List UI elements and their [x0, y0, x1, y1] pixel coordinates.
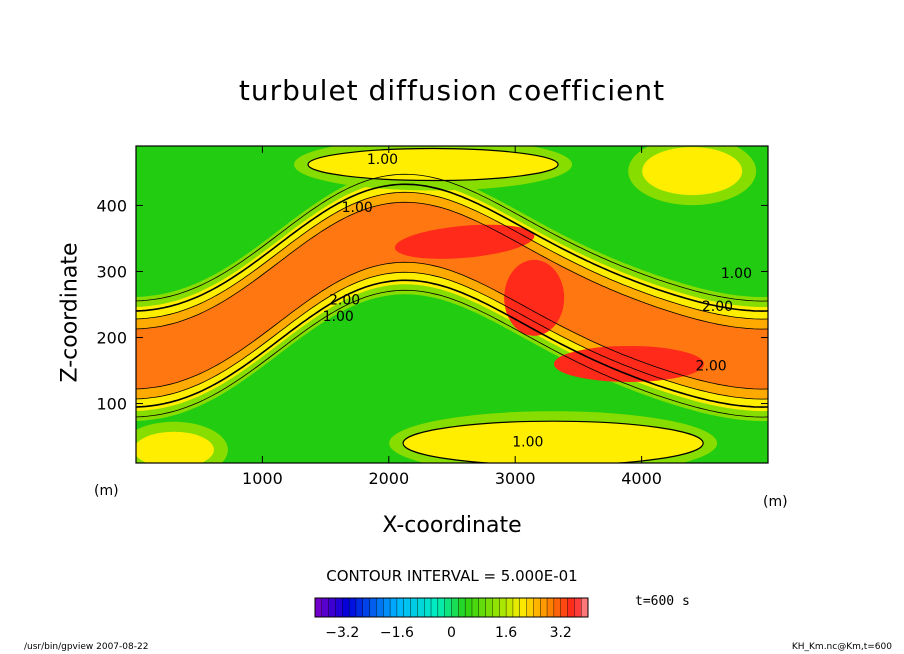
x-tick-label: 4000 — [621, 469, 662, 488]
colorbar-cell — [512, 597, 521, 618]
contour-label: 1.00 — [342, 200, 373, 216]
colorbar-cell — [492, 597, 500, 618]
z-unit-label: (m) — [94, 483, 119, 499]
colorbar-cell — [464, 597, 473, 618]
contour-label: 1.00 — [323, 309, 354, 325]
colorbar-cell — [505, 597, 514, 618]
contour-lower-4 — [136, 261, 768, 390]
colorbar-cell — [580, 597, 589, 618]
y-tick-label: 300 — [96, 262, 127, 281]
colorbar-cell — [574, 597, 582, 618]
colorbar-cell — [451, 597, 459, 618]
colorbar-cell — [389, 597, 398, 618]
colorbar-tick-label: −1.6 — [380, 625, 414, 641]
colorbar-cell — [567, 597, 575, 618]
contour-upper-4 — [136, 201, 768, 330]
colorbar-cell — [546, 597, 555, 618]
footer-left: /usr/bin/gpview 2007-08-22 — [24, 642, 149, 652]
colorbar-cell — [328, 597, 336, 618]
contour-upper-2 — [136, 183, 768, 312]
contour-label: 2.00 — [696, 359, 727, 375]
colorbar-cell — [417, 597, 425, 618]
colorbar-cell — [526, 597, 534, 618]
contour-upper-3 — [136, 191, 768, 320]
contour-label: 1.00 — [512, 434, 543, 450]
colorbar-tick-label: 3.2 — [550, 625, 572, 641]
colorbar-cell — [560, 597, 569, 618]
colorbar-cell — [355, 597, 364, 618]
band-level-high — [136, 202, 768, 390]
colorbar-cell — [519, 597, 528, 618]
colorbar-cell — [403, 597, 412, 618]
contour-lower-2 — [136, 279, 768, 408]
contour-label: 1.00 — [721, 266, 752, 282]
colorbar-cell — [383, 597, 391, 618]
x-tick-label: 3000 — [495, 469, 536, 488]
max-region-lower — [553, 345, 704, 382]
x-tick-label: 2000 — [368, 469, 409, 488]
chart-title: turbulet diffusion coefficient — [238, 74, 666, 107]
colorbar-cell — [444, 597, 452, 618]
colorbar-cell — [342, 597, 350, 618]
colorbar-cell — [458, 597, 466, 618]
y-tick-label: 400 — [96, 196, 127, 215]
colorbar-cell — [376, 597, 384, 618]
x-unit-label: (m) — [763, 494, 788, 510]
colorbar-cell — [485, 597, 493, 618]
max-region-upper — [394, 224, 535, 259]
colorbar-cell — [369, 597, 377, 618]
colorbar-cell — [424, 597, 432, 618]
y-axis-label: Z-coordinate — [57, 242, 83, 383]
colorbar-cell — [314, 597, 323, 618]
top-right-lobe — [628, 146, 757, 206]
colorbar-cell — [437, 597, 446, 618]
contour-label: 2.00 — [329, 293, 360, 309]
colorbar-tick-label: −3.2 — [325, 625, 359, 641]
max-region-middle — [504, 259, 565, 336]
contour-lower-1 — [136, 289, 768, 418]
colorbar-cell — [533, 597, 541, 618]
y-tick-label: 100 — [96, 395, 127, 414]
contour-upper-1 — [136, 173, 768, 302]
colorbar-cell — [362, 597, 371, 618]
contour-top-lobe — [307, 147, 559, 182]
y-tick-label: 200 — [96, 329, 127, 348]
contour-label: 2.00 — [702, 299, 733, 315]
top-lobe — [294, 146, 572, 191]
plot-frame — [135, 145, 769, 464]
footer-right: KH_Km.nc@Km,t=600 — [791, 642, 892, 652]
contour-label: 1.00 — [367, 152, 398, 168]
contour-lower-3 — [136, 271, 768, 400]
colorbar-cell — [410, 597, 418, 618]
colorbar-cell — [430, 597, 439, 618]
colorbar-cell — [540, 597, 548, 618]
colorbar-cell — [321, 597, 330, 618]
bottom-left-lobe — [136, 421, 228, 463]
colorbar-cell — [396, 597, 405, 618]
time-label: t=600 s — [635, 594, 690, 609]
colorbar-cell — [553, 597, 562, 618]
colorbar-cell — [478, 597, 487, 618]
contour-interval-label: CONTOUR INTERVAL = 5.000E-01 — [326, 567, 578, 585]
heatmap-field: 1.001.001.002.001.001.002.002.00 — [136, 146, 768, 463]
colorbar-tick-label: 1.6 — [495, 625, 517, 641]
x-axis-label: X-coordinate — [382, 513, 522, 538]
colorbar-frame — [314, 597, 589, 618]
x-tick-label: 1000 — [242, 469, 283, 488]
colorbar-cell — [348, 597, 357, 618]
colorbar-cell — [471, 597, 480, 618]
contour-bottom-lobe — [402, 420, 704, 463]
colorbar — [314, 597, 589, 618]
colorbar-cell — [499, 597, 507, 618]
colorbar-tick-label: 0 — [447, 625, 456, 641]
colorbar-cell — [335, 597, 343, 618]
